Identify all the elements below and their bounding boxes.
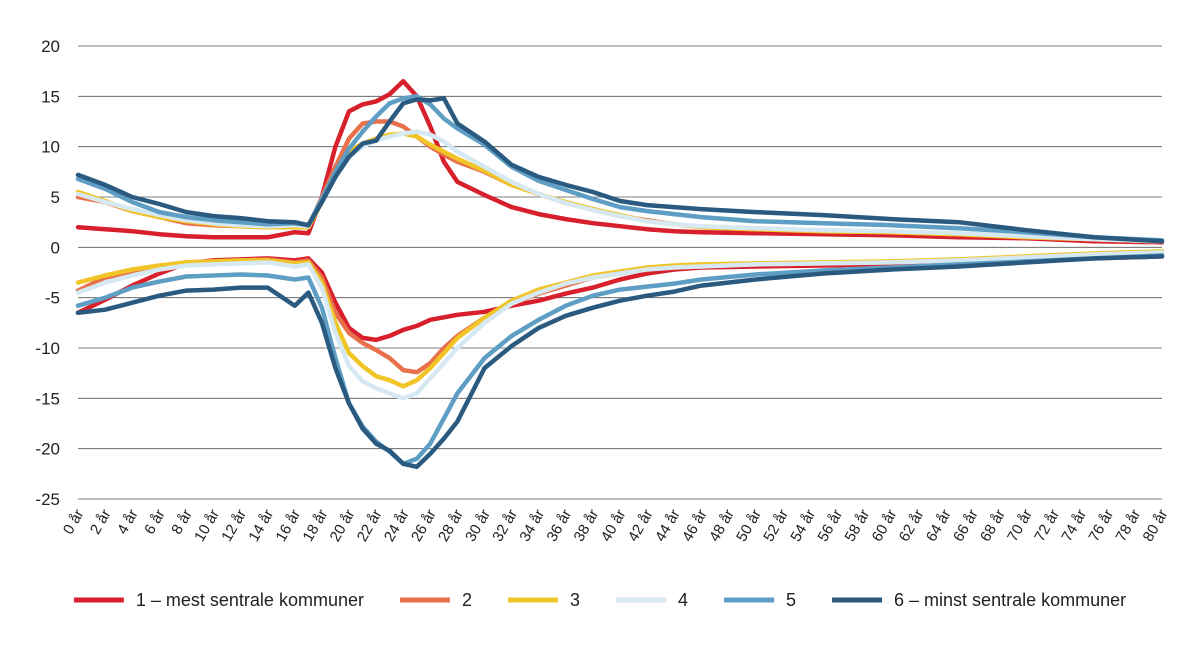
x-tick-label: 64 år	[923, 507, 955, 545]
x-tick-label: 8 år	[168, 507, 196, 538]
x-tick-label: 2 år	[87, 507, 115, 538]
series-line-6-lower	[75, 254, 1165, 470]
legend-label: 6 – minst sentrale kommuner	[894, 590, 1126, 610]
x-tick-label: 38 år	[571, 507, 603, 545]
x-tick-label: 56 år	[814, 507, 846, 545]
x-tick-label: 60 år	[869, 507, 901, 545]
x-tick-label: 10 år	[191, 507, 223, 545]
x-tick-label: 66 år	[950, 507, 982, 545]
series-line-4-upper	[75, 129, 1165, 244]
x-tick-label: 74 år	[1058, 507, 1090, 545]
x-tick-label: 30 år	[462, 507, 494, 545]
series-line-1-lower	[75, 254, 1165, 343]
x-tick-label: 40 år	[598, 507, 630, 545]
series-line-6-upper	[75, 96, 1165, 244]
x-tick-label: 58 år	[842, 507, 874, 545]
series-lines	[75, 78, 1165, 470]
y-tick-label: 15	[41, 87, 60, 106]
legend: 1 – mest sentrale kommuner 2 3 4 5 6 – minst …	[73, 590, 1126, 610]
y-tick-label: -15	[35, 389, 60, 408]
x-tick-label: 54 år	[787, 507, 819, 545]
x-tick-label: 48 år	[706, 507, 738, 545]
x-tick-label: 28 år	[435, 507, 467, 545]
legend-label: 2	[462, 590, 472, 610]
legend-label: 1 – mest sentrale kommuner	[136, 590, 364, 610]
x-tick-label: 52 år	[760, 507, 792, 545]
y-tick-label: 20	[41, 37, 60, 56]
x-tick-label: 34 år	[516, 507, 548, 545]
x-tick-label: 0 år	[60, 507, 88, 538]
x-tick-label: 36 år	[543, 507, 575, 545]
x-tick-label: 4 år	[114, 507, 142, 538]
gridlines	[78, 45, 1162, 500]
x-tick-label: 18 år	[300, 507, 332, 545]
legend-label: 5	[786, 590, 796, 610]
x-tick-label: 20 år	[327, 507, 359, 545]
x-tick-label: 72 år	[1031, 507, 1063, 545]
y-tick-label: 10	[41, 138, 60, 157]
x-tick-label: 32 år	[489, 507, 521, 545]
series-line-1-upper	[75, 78, 1165, 245]
series-line-4-lower	[75, 250, 1165, 401]
y-tick-label: -10	[35, 339, 60, 358]
y-axis-ticks: 20 15 10 5 0 -5 -10 -15 -20 -25	[35, 37, 60, 509]
x-tick-label: 6 år	[141, 507, 169, 538]
x-tick-label: 14 år	[245, 507, 277, 545]
x-tick-label: 46 år	[679, 507, 711, 545]
x-tick-label: 12 år	[218, 507, 250, 545]
y-tick-label: 0	[51, 238, 60, 257]
x-tick-label: 24 år	[381, 507, 413, 545]
x-tick-label: 78 år	[1113, 507, 1145, 545]
x-tick-label: 22 år	[354, 507, 386, 545]
series-line-5-lower	[75, 253, 1165, 467]
x-tick-label: 80 år	[1140, 507, 1172, 545]
x-tick-label: 68 år	[977, 507, 1009, 545]
x-tick-label: 44 år	[652, 507, 684, 545]
x-tick-label: 42 år	[625, 507, 657, 545]
x-tick-label: 76 år	[1085, 507, 1117, 545]
x-tick-label: 16 år	[272, 507, 304, 545]
legend-label: 4	[678, 590, 688, 610]
y-tick-label: -25	[35, 490, 60, 509]
y-tick-label: -20	[35, 440, 60, 459]
x-tick-label: 70 år	[1004, 507, 1036, 545]
x-tick-label: 50 år	[733, 507, 765, 545]
x-tick-label: 26 år	[408, 507, 440, 545]
legend-label: 3	[570, 590, 580, 610]
x-tick-label: 62 år	[896, 507, 928, 545]
y-tick-label: 5	[51, 188, 60, 207]
series-line-5-upper	[75, 94, 1165, 243]
y-tick-label: -5	[45, 289, 60, 308]
